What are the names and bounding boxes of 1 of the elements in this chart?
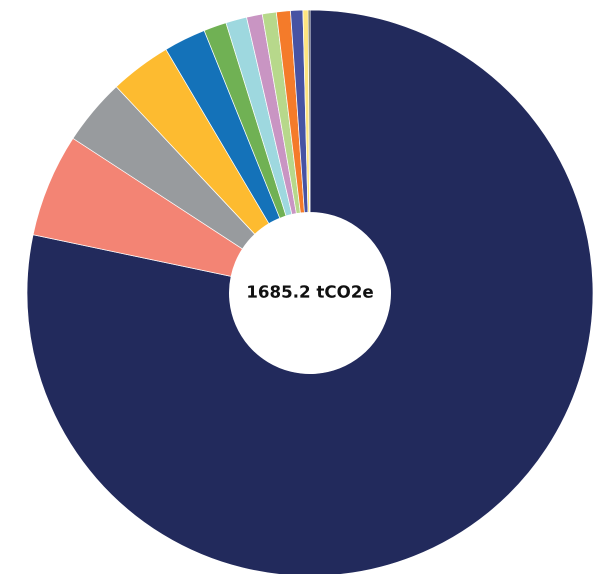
text: 1685.2 tCO2e xyxy=(248,285,373,298)
